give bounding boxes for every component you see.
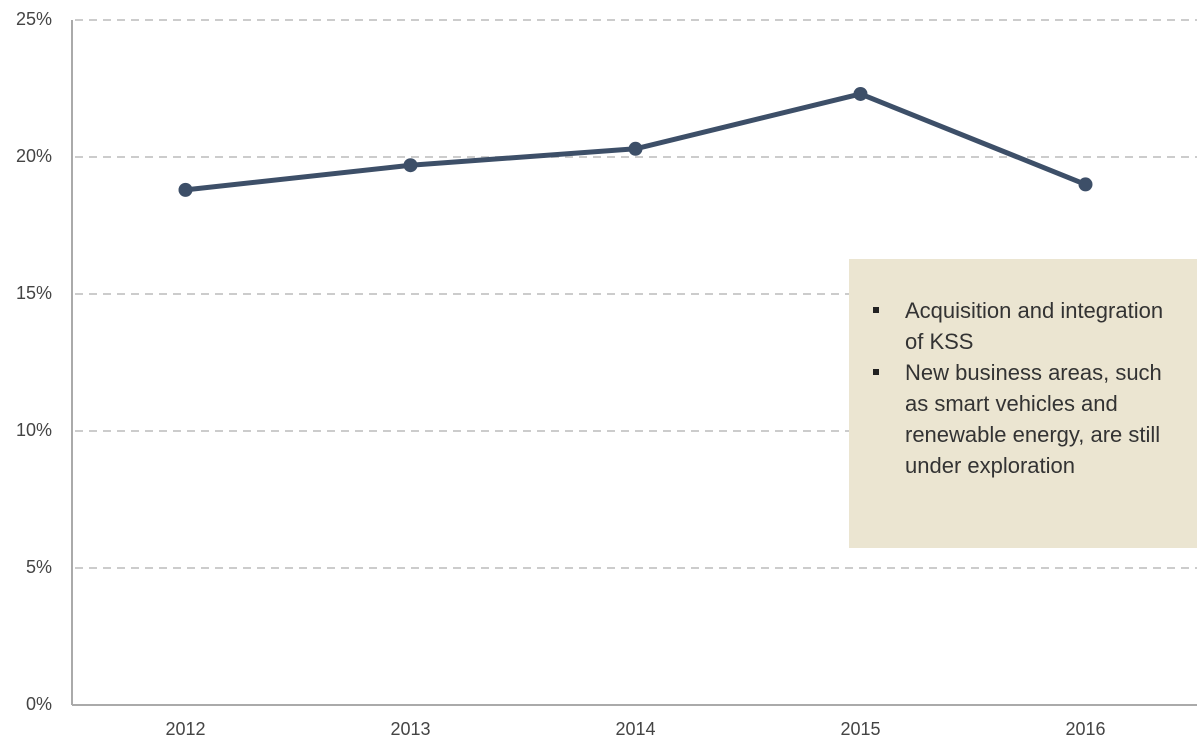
point <box>1078 177 1093 192</box>
y-tick-label: 15% <box>16 283 52 303</box>
y-tick-label: 20% <box>16 146 52 166</box>
x-tick-label: 2015 <box>840 719 880 739</box>
y-tick-label: 5% <box>26 557 52 577</box>
y-tick-label: 0% <box>26 694 52 714</box>
x-tick-label: 2016 <box>1065 719 1105 739</box>
point <box>853 86 868 101</box>
x-tick-label: 2014 <box>615 719 655 739</box>
annotation-list: Acquisition and integration of KSS New bu… <box>873 295 1177 481</box>
point <box>178 182 193 197</box>
y-tick-label: 25% <box>16 9 52 29</box>
point <box>403 158 418 173</box>
point <box>628 141 643 156</box>
x-tick-label: 2012 <box>165 719 205 739</box>
annotation: Acquisition and integration of KSS <box>873 295 1177 357</box>
annotation-box: Acquisition and integration of KSS New bu… <box>849 259 1197 548</box>
y-tick-label: 10% <box>16 420 52 440</box>
annotation: New business areas, such as smart vehicl… <box>873 357 1177 481</box>
x-tick-label: 2013 <box>390 719 430 739</box>
